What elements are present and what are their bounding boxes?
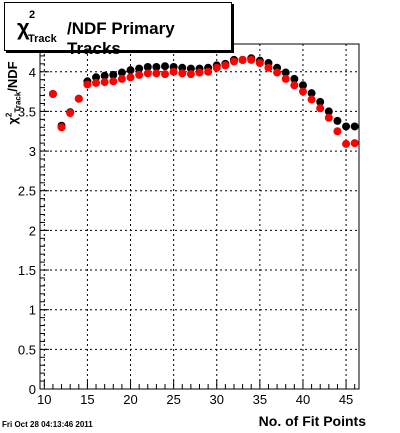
- data-point-series-1: [135, 64, 144, 73]
- data-point-series-1: [333, 116, 342, 125]
- data-point-series-2: [273, 68, 282, 77]
- data-point-series-1: [350, 122, 359, 131]
- data-point-series-1: [152, 63, 161, 71]
- chart-title-box: χ 2 Track /NDF Primary Tracks: [4, 2, 232, 58]
- data-point-series-2: [350, 139, 359, 148]
- data-point-series-2: [238, 55, 247, 64]
- x-tick-label: 30: [210, 392, 224, 407]
- data-point-series-2: [186, 70, 195, 79]
- data-point-series-2: [178, 69, 187, 78]
- data-point-series-2: [74, 94, 83, 103]
- data-point-series-2: [324, 113, 333, 122]
- data-point-series-2: [316, 104, 325, 113]
- data-point-series-1: [109, 70, 118, 79]
- data-point-series-2: [152, 69, 161, 78]
- grid-lines: [40, 44, 359, 390]
- y-tick-label: 1: [29, 303, 36, 318]
- data-point-series-2: [126, 73, 135, 82]
- y-tick-label: 3: [29, 144, 36, 159]
- y-tick-label: 2.5: [18, 184, 36, 199]
- x-tick-label: 20: [123, 392, 137, 407]
- data-point-series-1: [290, 74, 299, 83]
- data-point-series-2: [161, 70, 170, 79]
- data-point-series-2: [264, 63, 273, 72]
- y-axis-label: χ2Track/NDF: [0, 56, 40, 146]
- data-point-series-2: [221, 61, 230, 70]
- data-point-series-2: [333, 127, 342, 136]
- data-point-series-2: [66, 109, 75, 117]
- y-tick-label: 0.5: [18, 342, 36, 357]
- chart-title: /NDF Primary Tracks: [67, 19, 175, 58]
- y-axis-label-sup: 2: [4, 112, 14, 118]
- data-point-series-1: [117, 68, 126, 77]
- data-point-series-2: [57, 123, 66, 132]
- y-tick-label: 1.5: [18, 263, 36, 278]
- data-point-series-2: [135, 70, 144, 79]
- x-tick-label: 15: [80, 392, 94, 407]
- data-point-series-1: [307, 89, 316, 98]
- axis-ticks: 10 15 20 25 30 35 40 45 0 0.5 1 1.5 2 2.5 3 3.5 4: [18, 47, 356, 407]
- y-axis-label-sub: Track: [13, 91, 23, 113]
- title-subscript: Track: [28, 33, 57, 45]
- data-point-series-2: [195, 68, 204, 77]
- x-tick-label: 10: [37, 392, 51, 407]
- y-tick-label: 2: [29, 223, 36, 238]
- data-point-series-2: [83, 80, 92, 89]
- x-tick-label: 35: [253, 392, 267, 407]
- y-axis-label-text: /NDF: [4, 61, 20, 92]
- data-point-series-2: [92, 78, 101, 87]
- x-tick-label: 25: [166, 392, 180, 407]
- y-axis-label-chi: χ: [4, 117, 20, 125]
- data-point-series-1: [92, 73, 101, 82]
- x-tick-label: 45: [339, 392, 353, 407]
- data-points: [48, 54, 359, 148]
- data-point-series-2: [255, 59, 264, 68]
- x-tick-label: 40: [296, 392, 310, 407]
- data-point-series-1: [316, 97, 325, 106]
- data-point-series-1: [126, 66, 135, 75]
- data-point-series-2: [169, 67, 178, 76]
- data-point-series-2: [307, 95, 316, 104]
- data-point-series-2: [229, 57, 238, 66]
- data-point-series-1: [161, 62, 170, 71]
- data-point-series-1: [324, 107, 333, 116]
- data-point-series-2: [290, 81, 299, 90]
- title-chi-symbol: χ: [17, 15, 30, 40]
- data-point-series-2: [212, 63, 221, 72]
- data-point-series-2: [342, 139, 351, 148]
- data-point-series-2: [204, 67, 213, 76]
- data-point-series-1: [298, 81, 307, 90]
- data-point-series-2: [247, 55, 256, 64]
- data-point-series-2: [48, 89, 57, 98]
- timestamp-footer: Fri Oct 28 04:13:46 2011: [2, 420, 93, 429]
- data-point-series-2: [143, 69, 152, 78]
- data-point-series-2: [117, 74, 126, 83]
- data-point-series-1: [143, 63, 152, 71]
- data-point-series-1: [342, 122, 351, 131]
- data-point-series-2: [100, 78, 109, 87]
- title-superscript: 2: [29, 9, 36, 21]
- data-point-series-1: [186, 64, 195, 73]
- data-point-series-2: [109, 77, 118, 86]
- data-point-series-1: [178, 63, 187, 72]
- data-point-series-2: [298, 87, 307, 96]
- data-point-series-1: [100, 71, 109, 80]
- y-tick-label: 3.5: [18, 104, 36, 119]
- data-point-series-1: [281, 68, 290, 77]
- y-tick-label: 0: [29, 382, 36, 397]
- data-point-series-2: [281, 74, 290, 83]
- x-axis-label: No. of Fit Points: [258, 413, 366, 429]
- y-tick-label: 4: [29, 65, 36, 80]
